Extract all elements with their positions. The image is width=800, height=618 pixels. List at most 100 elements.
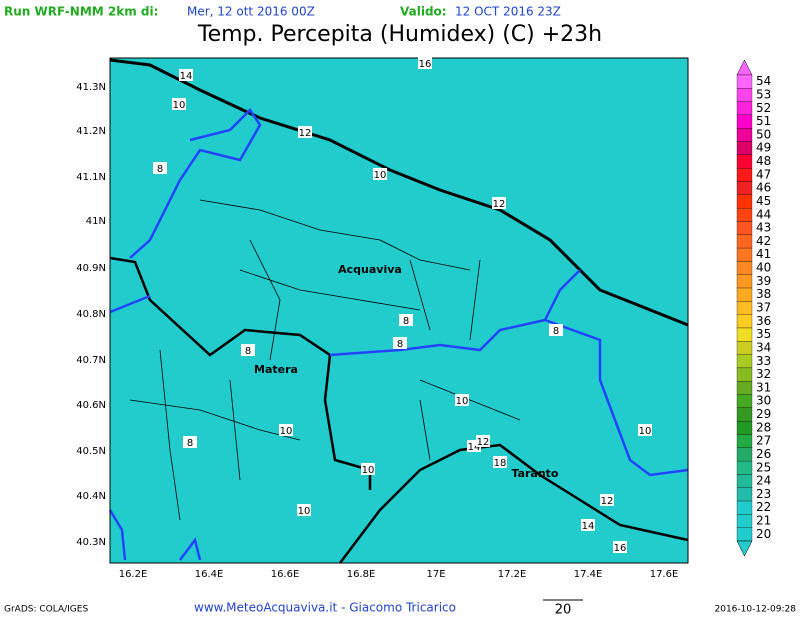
colorbar-label: 39 bbox=[756, 274, 771, 288]
contour-label: 8 bbox=[403, 316, 409, 327]
colorbar-label: 47 bbox=[756, 167, 771, 181]
contour-label-bg bbox=[549, 324, 563, 336]
contour-label-bg bbox=[455, 394, 469, 406]
lat-label: 40.7N bbox=[76, 355, 106, 366]
lon-label: 17.4E bbox=[574, 569, 603, 580]
colorbar-label: 33 bbox=[756, 354, 771, 368]
contour-label-bg bbox=[600, 494, 614, 506]
contour-label: 14 bbox=[180, 71, 193, 82]
contour-label: 10 bbox=[362, 465, 375, 476]
lat-label: 41N bbox=[86, 216, 106, 227]
contour-label-bg bbox=[492, 197, 506, 209]
colorbar-label: 40 bbox=[756, 261, 771, 275]
colorbar-swatch bbox=[736, 514, 753, 528]
colorbar-swatch bbox=[736, 314, 753, 329]
site-credit: www.MeteoAcquaviva.it - Giacomo Tricaric… bbox=[194, 601, 456, 615]
contour-label: 8 bbox=[397, 339, 403, 350]
colorbar-swatch bbox=[736, 301, 753, 315]
colorbar-swatch bbox=[736, 247, 753, 262]
colorbar-label: 37 bbox=[756, 301, 771, 315]
vector-scale: 20 bbox=[555, 603, 572, 618]
title: Temp. Percepita (Humidex) (C) +23h bbox=[197, 22, 602, 47]
colorbar-swatch bbox=[736, 287, 753, 302]
colorbar-label: 24 bbox=[756, 474, 771, 488]
colorbar-swatch bbox=[736, 527, 753, 542]
colorbar-label: 29 bbox=[756, 407, 771, 421]
contour-label: 16 bbox=[419, 59, 432, 70]
colorbar-label: 41 bbox=[756, 247, 771, 261]
contour-label: 18 bbox=[494, 458, 507, 469]
contour-label: 10 bbox=[298, 506, 311, 517]
contour-label-bg bbox=[279, 424, 293, 436]
run-date: Mer, 12 ott 2016 00Z bbox=[187, 5, 315, 19]
colorbar-label: 28 bbox=[756, 420, 771, 434]
contour-label: 10 bbox=[456, 396, 469, 407]
colorbar-label: 35 bbox=[756, 327, 771, 341]
colorbar-label: 36 bbox=[756, 314, 771, 328]
lat-label: 41.2N bbox=[76, 126, 106, 137]
colorbar-swatch bbox=[736, 101, 753, 116]
lat-label: 40.8N bbox=[76, 309, 106, 320]
colorbar-label: 53 bbox=[756, 87, 771, 101]
run-label: Run WRF-NMM 2km di: bbox=[4, 5, 158, 19]
lat-label: 40.5N bbox=[76, 446, 106, 457]
contour-label: 8 bbox=[553, 326, 559, 337]
lat-label: 40.6N bbox=[76, 400, 106, 411]
contour-label-bg bbox=[399, 314, 413, 326]
contour-label-bg bbox=[393, 337, 407, 349]
colorbar-label: 54 bbox=[756, 74, 771, 88]
colorbar-label: 51 bbox=[756, 114, 771, 128]
contour-label: 10 bbox=[374, 170, 387, 181]
colorbar-swatch bbox=[736, 341, 753, 355]
colorbar-label: 44 bbox=[756, 207, 771, 221]
colorbar-label: 43 bbox=[756, 221, 771, 235]
colorbar-label: 45 bbox=[756, 194, 771, 208]
colorbar-swatch bbox=[736, 434, 753, 448]
colorbar-label: 49 bbox=[756, 141, 771, 155]
contour-label: 8 bbox=[245, 346, 251, 357]
city-label: Acquaviva bbox=[338, 263, 402, 276]
contour-label: 8 bbox=[187, 438, 193, 449]
contour-label-bg bbox=[179, 69, 193, 81]
lon-label: 16.6E bbox=[271, 569, 300, 580]
colorbar-swatch bbox=[736, 207, 753, 222]
colorbar-swatch bbox=[736, 88, 753, 102]
contour-label-bg bbox=[297, 504, 311, 516]
contour-label-bg bbox=[638, 424, 652, 436]
contour-label-bg bbox=[581, 519, 595, 531]
colorbar-swatch bbox=[736, 194, 753, 209]
colorbar-swatch bbox=[736, 474, 753, 488]
contour-label: 16 bbox=[614, 543, 627, 554]
contour-label: 10 bbox=[173, 100, 186, 111]
colorbar-label: 22 bbox=[756, 500, 771, 514]
lon-label: 16.2E bbox=[119, 569, 148, 580]
contour-label-bg bbox=[418, 57, 432, 69]
lon-label: 17.2E bbox=[498, 569, 527, 580]
contour-label: 8 bbox=[157, 164, 163, 175]
contour-label: 10 bbox=[280, 426, 293, 437]
contour-label: 12 bbox=[601, 496, 614, 507]
colorbar-bottom bbox=[736, 540, 753, 557]
city-label: Matera bbox=[254, 363, 298, 376]
contour-label: 14 bbox=[582, 521, 595, 532]
colorbar-swatch bbox=[736, 381, 753, 395]
valid-date: 12 OCT 2016 23Z bbox=[455, 5, 561, 19]
colorbar-swatch bbox=[736, 447, 753, 462]
colorbar-swatch bbox=[736, 154, 753, 169]
colorbar-swatch bbox=[736, 407, 753, 422]
colorbar-label: 26 bbox=[756, 447, 771, 461]
lat-label: 40.4N bbox=[76, 491, 106, 502]
colorbar-swatch bbox=[736, 141, 753, 156]
colorbar-swatch bbox=[736, 367, 753, 382]
colorbar-label: 38 bbox=[756, 287, 771, 301]
colorbar-label: 52 bbox=[756, 101, 771, 115]
colorbar-swatch bbox=[736, 421, 753, 435]
colorbar-label: 21 bbox=[756, 514, 771, 528]
colorbar-swatch bbox=[736, 181, 753, 195]
colorbar-swatch bbox=[736, 74, 753, 89]
colorbar-swatch bbox=[736, 487, 753, 502]
map-lines bbox=[108, 58, 689, 564]
colorbar-swatch bbox=[736, 168, 753, 182]
colorbar-swatch bbox=[736, 274, 753, 289]
